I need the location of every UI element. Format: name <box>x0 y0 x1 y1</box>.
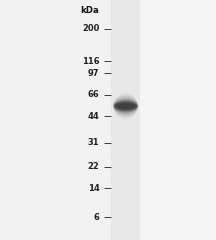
Text: 116: 116 <box>82 57 99 66</box>
Bar <box>140 0 216 240</box>
Ellipse shape <box>114 100 138 112</box>
Ellipse shape <box>113 98 138 114</box>
Ellipse shape <box>119 104 132 108</box>
Text: 44: 44 <box>88 112 99 121</box>
Text: 97: 97 <box>88 69 99 78</box>
Ellipse shape <box>115 102 137 110</box>
Bar <box>111 0 140 240</box>
Text: 6: 6 <box>94 213 99 222</box>
Text: 22: 22 <box>88 162 99 171</box>
Text: kDa: kDa <box>81 6 99 15</box>
Ellipse shape <box>114 101 138 111</box>
Text: 31: 31 <box>88 138 99 147</box>
Ellipse shape <box>113 93 138 119</box>
Ellipse shape <box>117 103 135 109</box>
Text: 200: 200 <box>82 24 99 33</box>
Text: 14: 14 <box>88 184 99 193</box>
Text: 66: 66 <box>88 90 99 99</box>
Bar <box>0 0 111 240</box>
Ellipse shape <box>113 96 138 116</box>
